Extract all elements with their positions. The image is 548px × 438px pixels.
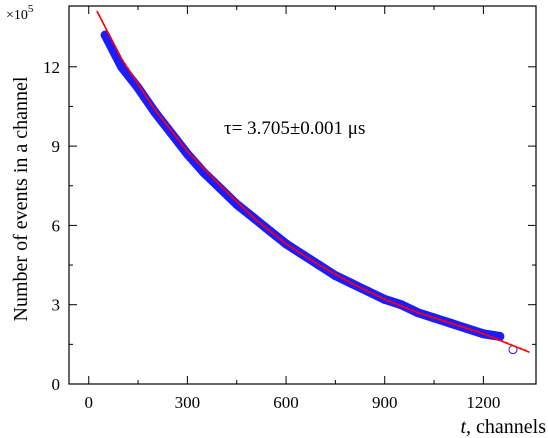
data-point [429,313,439,323]
y-tick-label: 0 [52,375,61,394]
data-point [265,226,275,236]
x-tick-label: 300 [175,393,201,412]
data-layer [96,10,530,355]
data-point [314,260,324,270]
fit-line [96,10,530,354]
data-point [347,279,357,289]
data-point [117,62,127,72]
data-point [232,199,242,209]
x-tick-label: 600 [273,393,299,412]
data-point [281,239,291,249]
data-point [298,249,307,259]
tick-layer [69,6,536,385]
y-tick-label: 12 [43,58,60,77]
y-tick-label: 6 [52,216,61,235]
fit-line-overlay [96,10,530,352]
x-tick-label: 0 [84,393,93,412]
data-point [248,212,258,222]
y-axis-title: Number of events in a channel [10,76,32,321]
data-point [380,294,390,304]
x-axis-title: t, channels [460,416,546,438]
data-point [363,286,373,296]
data-band [100,30,505,341]
tau-annotation: τ= 3.705±0.001 μs [224,118,365,139]
x-tick-label: 1200 [466,393,500,412]
data-point [478,329,488,339]
data-point [462,323,472,333]
y-tick-label: 3 [52,296,61,315]
tick-label-layer: 0 300 600 900 1200 0 3 6 9 12 [43,58,500,412]
x-tick-label: 900 [372,393,398,412]
y-tick-label: 9 [52,137,61,156]
plot-frame [68,5,537,385]
y-axis-multiplier: ×105 [6,3,34,23]
